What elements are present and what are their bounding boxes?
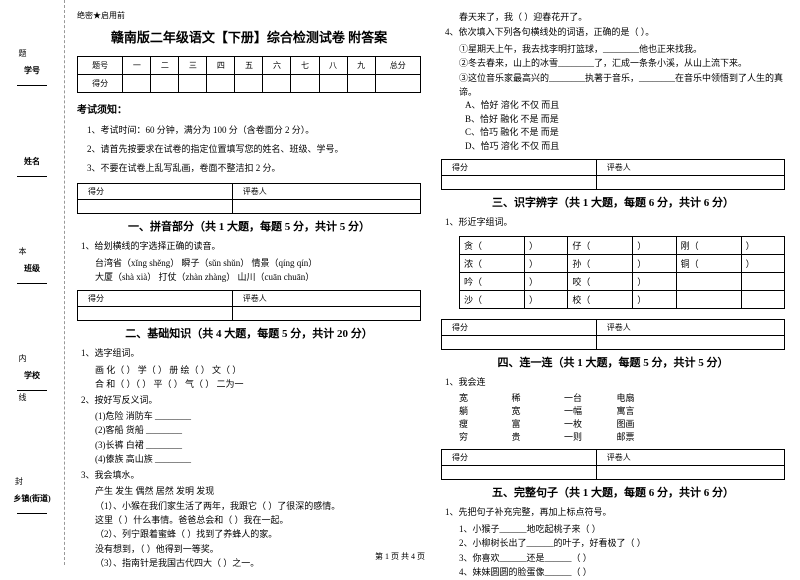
q-text: 1、先把句子补充完整，再加上标点符号。 [445, 506, 785, 520]
q-sub: 画 化（ ） 学（ ） 册 绘（ ） 文（ ） [95, 363, 421, 377]
q-text: 1、形近字组词。 [445, 216, 785, 230]
q-sub: ③这位音乐家最高兴的________执著于音乐，________在音乐中领悟到了… [459, 71, 785, 100]
link-col: 一台 一幅 一枚 一则 [564, 391, 614, 443]
q-opt: D、恰巧 溶化 不仅 而且 [465, 140, 785, 154]
grader-box: 得分评卷人 [441, 319, 785, 350]
page-footer: 第 1 页 共 4 页 [0, 551, 800, 562]
table-row: 题号 一 二 三 四 五 六 七 八 九 总分 [78, 57, 421, 75]
section1-title: 一、拼音部分（共 1 大题，每题 5 分，共计 5 分） [77, 218, 421, 234]
score-table: 题号 一 二 三 四 五 六 七 八 九 总分 得分 [77, 56, 421, 93]
notice-item: 1、考试时间：60 分钟，满分为 100 分（含卷面分 2 分）。 [87, 123, 421, 136]
q-sub: 台湾省（xǐng shěng） 瞬子（sǔn shǔn） 情景（qíng qín… [95, 256, 421, 270]
q-sub: 这里（ ）什么事情。爸爸总会和（ ）我在一起。 [95, 513, 421, 527]
q-sub: (2)客船 货船 ________ [95, 423, 421, 437]
q-sub: （2）、列宁跟着蜜蜂（ ）找到了养蜂人的家。 [95, 527, 421, 541]
link-col: 宽 躺 瘦 穷 [459, 391, 509, 443]
q-sub: 春天来了，我（ ）迎春花开了。 [459, 10, 785, 24]
q-text: 4、依次填入下列各句横线处的词语，正确的是（ ）。 [445, 26, 785, 40]
binding-margin: 题 学号 姓名 本 班级 内 学校 线 封 乡镇(街道) [0, 0, 65, 565]
notice-item: 2、请首先按要求在试卷的指定位置填写您的姓名、班级、学号。 [87, 142, 421, 155]
binding-field-xingming: 姓名 [17, 156, 47, 179]
q-sub: 4、妹妹圆圆的脸蛋像______（ ） [459, 565, 785, 579]
q-sub: （1）、小猴在我们家生活了两年，我跟它（ ）了很深的感情。 [95, 499, 421, 513]
q-sub: ②冬去春来，山上的冰雪________了，汇成一条条小溪，从山上流下来。 [459, 56, 785, 70]
q-sub: (4)傣族 高山族 ________ [95, 452, 421, 466]
section5-title: 五、完整句子（共 1 大题，每题 6 分，共计 6 分） [441, 484, 785, 500]
q-sub: 1、小猴子______地吃起桃子来（ ） [459, 522, 785, 536]
q-sub: 合 和（ ）（ ） 平（ ） 气（ ） 二为一 [95, 377, 421, 391]
grader-box: 得分评卷人 [77, 183, 421, 214]
q-text: 3、我会填水。 [81, 469, 421, 483]
q-opt: C、恰巧 融化 不是 而是 [465, 126, 785, 140]
table-row: 得分 [78, 75, 421, 93]
q-sub: (3)长裤 白裙 ________ [95, 438, 421, 452]
q-opt: B、恰好 融化 不是 而是 [465, 113, 785, 127]
link-col: 稀 宽 富 贵 [512, 391, 562, 443]
notice-title: 考试须知： [77, 101, 421, 116]
q-sub: (1)危险 消防车 ________ [95, 409, 421, 423]
q-text: 2、按好写反义词。 [81, 394, 421, 408]
q-text: 1、选字组词。 [81, 347, 421, 361]
binding-field-xuehao: 题 学号 [17, 49, 47, 88]
exam-content: 绝密★启用前 赣南版二年级语文【下册】综合检测试卷 附答案 题号 一 二 三 四… [65, 0, 800, 565]
q-sub: 产生 发生 偶然 居然 发明 发现 [95, 484, 421, 498]
char-table: 贪（） 仔（） 刚（） 浓（） 孙（） 铜（） 吟（） 咬（） 沙（） 校（） [459, 236, 785, 309]
link-grid: 宽 躺 瘦 穷 稀 宽 富 贵 一台 一幅 一枚 一则 [459, 391, 785, 443]
notice-item: 3、不要在试卷上乱写乱画，卷面不整洁扣 2 分。 [87, 161, 421, 174]
section2-title: 二、基础知识（共 4 大题，每题 5 分，共计 20 分） [77, 325, 421, 341]
grader-box: 得分评卷人 [77, 290, 421, 321]
q-sub: ①星期天上午，我去找李明打篮球，________他也正来找我。 [459, 42, 785, 56]
table-row: 沙（） 校（） [460, 290, 785, 308]
exam-title: 赣南版二年级语文【下册】综合检测试卷 附答案 [77, 27, 421, 46]
confidential-mark: 绝密★启用前 [77, 10, 421, 21]
q-text: 1、我会连 [445, 376, 785, 390]
table-row: 浓（） 孙（） 铜（） [460, 254, 785, 272]
left-column: 绝密★启用前 赣南版二年级语文【下册】综合检测试卷 附答案 题号 一 二 三 四… [77, 10, 421, 547]
table-row: 贪（） 仔（） 刚（） [460, 236, 785, 254]
link-col: 电扇 寓言 图画 邮票 [617, 391, 667, 443]
table-row: 吟（） 咬（） [460, 272, 785, 290]
q-text: 1、给划横线的字选择正确的读音。 [81, 240, 421, 254]
binding-field-xiangzhen: 封 乡镇(街道) [13, 477, 50, 516]
section3-title: 三、识字辨字（共 1 大题，每题 6 分，共计 6 分） [441, 194, 785, 210]
right-column: 春天来了，我（ ）迎春花开了。 4、依次填入下列各句横线处的词语，正确的是（ ）… [441, 10, 785, 547]
q-opt: A、恰好 溶化 不仅 而且 [465, 99, 785, 113]
binding-field-banji: 本 班级 [17, 247, 47, 286]
binding-field-xuexiao: 内 学校 线 [17, 354, 47, 409]
q-sub: 大厦（shà xià） 打仗（zhàn zhàng） 山川（cuān chuān… [95, 270, 421, 284]
q-sub: 2、小柳树长出了______的叶子，好看极了（ ） [459, 536, 785, 550]
grader-box: 得分评卷人 [441, 449, 785, 480]
section4-title: 四、连一连（共 1 大题，每题 5 分，共计 5 分） [441, 354, 785, 370]
grader-box: 得分评卷人 [441, 159, 785, 190]
